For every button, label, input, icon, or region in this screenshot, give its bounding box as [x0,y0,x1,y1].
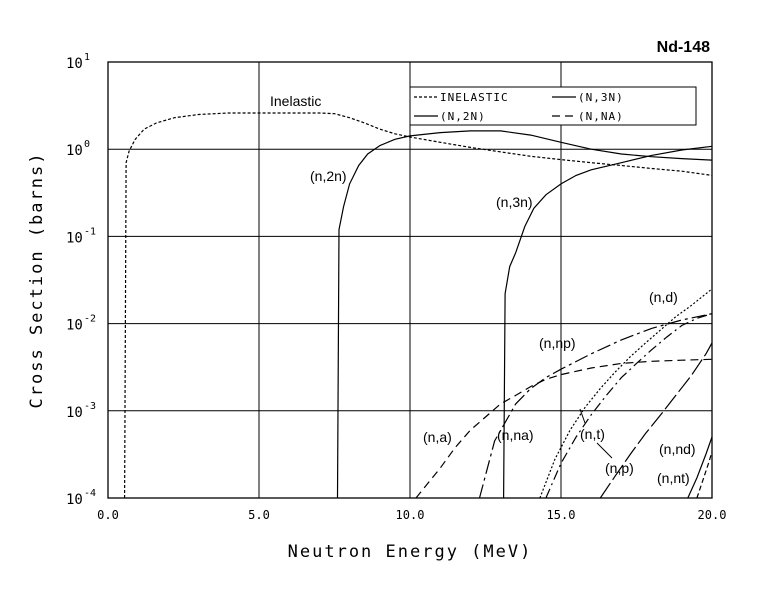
grid-lines [108,62,712,498]
series-line [503,145,713,499]
series-line [415,358,713,499]
y-tick-label: 10 [66,492,83,508]
y-tick-label: 10 [66,318,83,334]
series-line [687,436,713,499]
series-line [336,130,713,499]
annotation-na: (n,a) [423,429,452,445]
leader-n-p [596,442,613,459]
y-tick-label: 10 [66,230,83,246]
series-line [539,288,713,499]
legend-box [409,86,697,126]
x-tick-label: 0.0 [97,508,119,522]
annotation-n3n: (n,3n) [496,194,533,210]
x-tick-label: 20.0 [698,508,727,522]
x-axis-label: Neutron Energy (MeV) [288,542,533,562]
legend-label: (N,3N) [578,91,624,104]
annotation-nnd: (n,nd) [659,441,696,457]
y-tick-exponent: -2 [84,314,96,325]
y-tick-label: 10 [66,143,83,159]
chart-title: Nd-148 [657,39,710,56]
x-tick-labels: 0.0 5.0 10.0 15.0 20.0 [97,508,726,522]
legend-label: INELASTIC [440,91,509,104]
series-lines [124,112,713,499]
annotation-nnt: (n,nt) [657,470,690,486]
y-tick-exponent: 0 [84,139,90,150]
annotation-nt: (n,t) [580,426,605,442]
y-tick-exponent: -3 [84,401,96,412]
leader-n-t [579,408,586,424]
x-tick-label: 10.0 [396,508,425,522]
x-tick-label: 5.0 [248,508,270,522]
annotation-inelastic: Inelastic [270,93,321,109]
y-tick-exponent: -1 [84,226,96,237]
annotation-nna: (n,na) [497,427,534,443]
legend-label: (N,NA) [578,110,624,123]
annotation-np: (n,p) [605,460,634,476]
y-axis-label: Cross Section (barns) [27,152,47,409]
series-line [599,342,713,499]
legend-label: (N,2N) [440,110,486,123]
series-line [124,112,713,499]
y-tick-label: 10 [66,56,83,72]
series-line [696,451,713,499]
annotation-n2n: (n,2n) [310,168,347,184]
series-line [478,313,713,499]
series-line [545,313,713,499]
y-tick-exponent: 1 [84,52,90,63]
y-tick-label: 10 [66,405,83,421]
annotation-nd: (n,d) [649,289,678,305]
annotation-nnp: (n,np) [539,335,576,351]
x-tick-label: 15.0 [547,508,576,522]
y-tick-exponent: -4 [84,488,96,499]
legend: INELASTIC (N,3N) (N,2N) (N,NA) [409,86,697,126]
